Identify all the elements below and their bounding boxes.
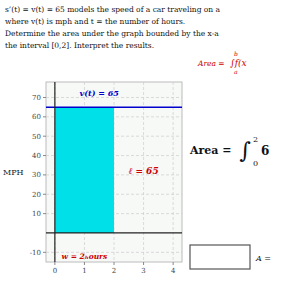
tick — [43, 136, 46, 137]
tick — [143, 262, 144, 265]
y-axis-label: MPH — [3, 168, 24, 177]
tick-label: 40 — [32, 152, 41, 160]
tick-label: 20 — [32, 191, 41, 199]
annotation: Area = — [189, 144, 232, 157]
annotations: s’(t) = v(t) = 65 models the speed of a … — [5, 5, 271, 263]
tick — [43, 252, 46, 253]
annotation: w = 2ₕours — [62, 252, 108, 261]
tick — [54, 262, 55, 265]
annotation: Area = — [197, 59, 225, 68]
tick-label: 3 — [141, 267, 145, 275]
tick-label: 50 — [32, 133, 41, 141]
tick — [43, 155, 46, 156]
tick — [43, 213, 46, 214]
tick — [173, 262, 174, 265]
tick-label: 30 — [32, 171, 41, 179]
annotation: 6 — [261, 144, 269, 158]
annotation: Determine the area under the graph bound… — [5, 29, 219, 38]
reference-line — [46, 106, 182, 108]
annotation: v(t) = 65 — [80, 88, 120, 98]
y-axis-line — [54, 82, 55, 262]
tick — [114, 262, 115, 265]
annotation: ℓ = 65 — [128, 166, 158, 176]
annotation: ∫ — [239, 138, 251, 163]
plot-frame — [46, 82, 182, 262]
tick-label: 1 — [82, 267, 86, 275]
area — [55, 107, 114, 233]
tick-label: 0 — [53, 267, 57, 275]
tick-label: -10 — [30, 249, 41, 257]
tick-label: 60 — [32, 113, 41, 121]
tick-label: 70 — [32, 94, 41, 102]
tick — [43, 194, 46, 195]
grid-line — [54, 82, 55, 262]
tick-label: 2 — [112, 267, 116, 275]
chart: 01234-1010203040506070MPHs’(t) = v(t) = … — [0, 0, 300, 300]
grid — [46, 82, 182, 262]
annotation: a — [234, 68, 238, 75]
x-axis-line — [46, 232, 182, 233]
tick — [43, 97, 46, 98]
annotation: ∫f(x — [230, 58, 247, 68]
tick-label: 10 — [32, 210, 41, 218]
answer-box — [190, 245, 250, 269]
tick — [84, 262, 85, 265]
tick — [43, 116, 46, 117]
annotation: A = — [255, 254, 271, 263]
annotation: the interval [0,2]. Interpret the result… — [5, 41, 154, 50]
annotation: where v(t) is mph and t = the number of … — [5, 17, 185, 26]
annotation: 0 — [253, 159, 258, 168]
annotation: 2 — [253, 135, 258, 144]
grid-line — [173, 82, 174, 262]
annotation: s’(t) = v(t) = 65 models the speed of a … — [5, 5, 221, 14]
plot-data — [46, 82, 182, 262]
tick — [43, 174, 46, 175]
annotation: b — [234, 50, 238, 57]
ticks: 0 1 2 3 4 -10 10 20 30 40 50 60 70 — [30, 94, 176, 275]
tick-label: 4 — [171, 267, 176, 275]
